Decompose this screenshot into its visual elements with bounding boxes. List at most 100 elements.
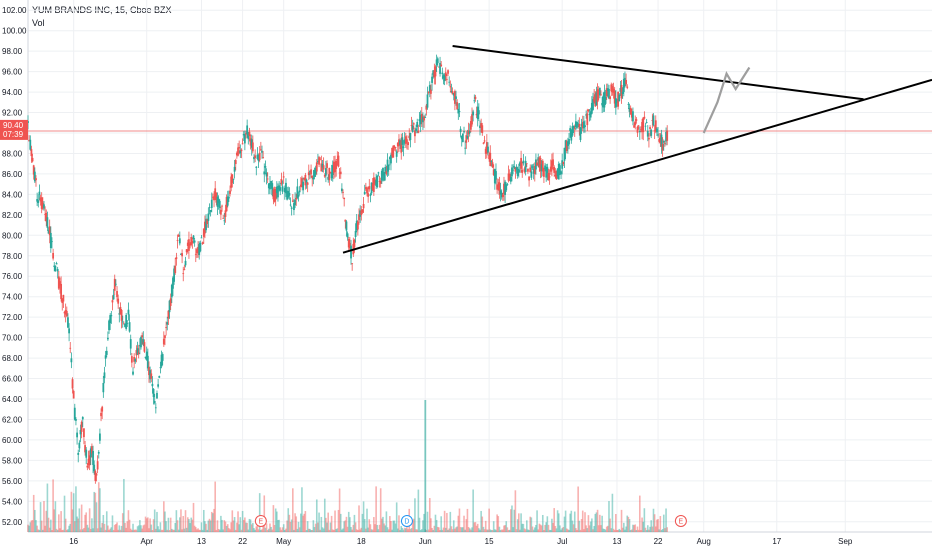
- volume-bar: [597, 525, 600, 532]
- candle-body: [210, 199, 213, 208]
- volume-bar: [484, 520, 487, 532]
- candle-body: [320, 163, 323, 172]
- y-tick-label: 92.00: [2, 109, 23, 118]
- candle-body: [269, 182, 271, 190]
- volume-bar: [433, 525, 436, 532]
- earnings-marker[interactable]: [674, 515, 687, 527]
- candle-body: [430, 89, 432, 94]
- volume-bar: [465, 519, 468, 532]
- volume-bar: [628, 519, 631, 532]
- volume-bar: [61, 530, 64, 532]
- volume-bar: [615, 514, 617, 532]
- volume-bar: [45, 510, 48, 532]
- volume-bar: [285, 528, 287, 532]
- volume-bar: [636, 526, 639, 532]
- support-trendline[interactable]: [342, 78, 932, 254]
- candle-body: [328, 167, 331, 181]
- volume-bar: [486, 529, 488, 532]
- candle-body: [336, 159, 339, 161]
- candle-body: [120, 309, 123, 321]
- volume-bar: [665, 508, 667, 532]
- volume-bar: [38, 529, 41, 532]
- volume-bar: [79, 529, 82, 532]
- volume-bar: [143, 524, 146, 532]
- candle-body: [661, 143, 664, 151]
- candle-body: [532, 168, 535, 174]
- volume-bar: [353, 514, 356, 532]
- candle-body: [560, 171, 562, 175]
- candle-body: [110, 315, 113, 317]
- volume-bar: [472, 489, 474, 532]
- volume-bar: [603, 528, 606, 532]
- candle-body: [403, 139, 406, 144]
- candle-body: [395, 151, 398, 157]
- volume-bar: [373, 517, 375, 532]
- volume-bar: [167, 517, 170, 532]
- candle-body: [410, 125, 413, 126]
- candle-body: [484, 148, 487, 154]
- volume-bar: [399, 529, 401, 532]
- candle-body: [116, 291, 118, 298]
- candle-body: [586, 113, 589, 126]
- candle-body: [545, 168, 548, 178]
- candle-body: [598, 87, 601, 96]
- candle-body: [272, 190, 275, 200]
- volume-bar: [158, 529, 161, 532]
- candle-body: [536, 162, 538, 166]
- candle-body: [77, 452, 80, 455]
- resistance-trendline[interactable]: [452, 45, 864, 101]
- volume-bar: [446, 512, 448, 532]
- volume-bar: [120, 525, 123, 532]
- volume-bar: [140, 525, 142, 532]
- candle-body: [480, 123, 483, 128]
- volume-bar: [172, 529, 174, 532]
- volume-bar: [491, 529, 494, 532]
- volume-bar: [583, 529, 585, 532]
- candle-body: [166, 322, 169, 325]
- volume-bar: [281, 527, 284, 532]
- volume-bar: [422, 520, 424, 532]
- volume-bar: [478, 528, 480, 532]
- candle-body: [161, 354, 164, 361]
- volume-bar: [91, 518, 93, 532]
- volume-bar: [47, 517, 50, 532]
- volume-bar: [452, 520, 455, 532]
- candle-body: [364, 187, 367, 190]
- volume-bar: [374, 524, 376, 532]
- projected-path[interactable]: [702, 66, 751, 134]
- volume-bar: [470, 529, 472, 532]
- x-tick-label: Aug: [697, 537, 711, 546]
- volume-bar: [587, 515, 590, 532]
- volume-bar: [626, 515, 629, 532]
- candle-body: [528, 176, 530, 181]
- candle-body: [417, 130, 420, 133]
- candle-body: [424, 116, 427, 118]
- candle-body: [593, 96, 596, 102]
- volume-bar: [222, 529, 224, 532]
- candle-body: [500, 192, 503, 198]
- volume-bar: [343, 521, 345, 532]
- candle-body: [552, 159, 554, 166]
- candle-body: [279, 187, 282, 191]
- volume-bar: [556, 510, 559, 532]
- candle-body: [218, 200, 221, 208]
- candle-body: [418, 119, 421, 122]
- volume-bar: [457, 515, 460, 532]
- volume-bar: [161, 529, 164, 532]
- candle-body: [233, 166, 236, 172]
- volume-bar: [459, 527, 462, 532]
- candle-body: [384, 166, 387, 173]
- volume-bar: [627, 516, 630, 532]
- volume-bar: [221, 519, 223, 532]
- dividend-marker[interactable]: [400, 515, 413, 527]
- volume-bar: [500, 529, 503, 532]
- candle-body: [402, 146, 405, 149]
- volume-bar: [137, 525, 140, 532]
- volume-bar: [321, 527, 324, 532]
- candle-body: [122, 323, 125, 325]
- volume-label[interactable]: Vol: [32, 18, 45, 28]
- earnings-marker[interactable]: [254, 515, 267, 527]
- candle-body: [192, 235, 195, 240]
- candle-body: [176, 239, 179, 241]
